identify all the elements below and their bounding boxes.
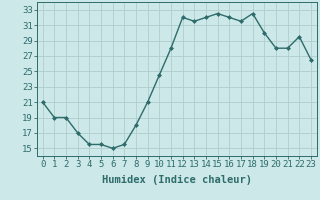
X-axis label: Humidex (Indice chaleur): Humidex (Indice chaleur) <box>102 175 252 185</box>
